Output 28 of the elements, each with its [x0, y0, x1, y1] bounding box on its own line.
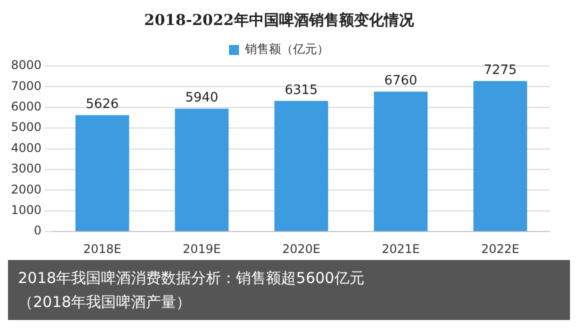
y-tick-label: 8000: [10, 58, 42, 72]
legend-label: 销售额（亿元）: [244, 42, 329, 56]
bar: [274, 100, 328, 232]
x-tick-label: 2020E: [282, 242, 320, 256]
text: （2018年我国啤酒产量）: [18, 292, 192, 313]
x-tick-label: 2019E: [182, 242, 221, 256]
text: 2018年我国啤酒消费数据分析：销售额超5600亿元: [18, 268, 366, 289]
bar: [174, 108, 229, 232]
y-tick-label: 2000: [10, 182, 42, 196]
x-tick-label: 2018E: [83, 242, 122, 256]
chart-title: 2018-2022年中国啤酒销售额变化情况: [144, 10, 415, 29]
x-tick-label: 2022E: [481, 242, 520, 256]
y-tick-label: 5000: [10, 120, 42, 134]
y-tick-label: 1000: [10, 203, 42, 218]
y-tick-label: 3000: [10, 162, 42, 176]
data-label: 5626: [86, 97, 119, 112]
x-tick-label: 2021E: [382, 242, 420, 256]
bar: [75, 115, 130, 232]
y-tick-label: 0: [34, 224, 42, 238]
data-label: 6315: [284, 82, 318, 98]
data-label: 5940: [185, 90, 218, 106]
data-label: 7275: [484, 62, 517, 78]
y-tick-label: 6000: [10, 100, 42, 114]
bar: [473, 81, 528, 232]
y-tick-label: 7000: [10, 78, 42, 93]
data-label: 6760: [384, 74, 418, 89]
bar: [374, 92, 428, 232]
y-tick-label: 4000: [10, 140, 42, 155]
